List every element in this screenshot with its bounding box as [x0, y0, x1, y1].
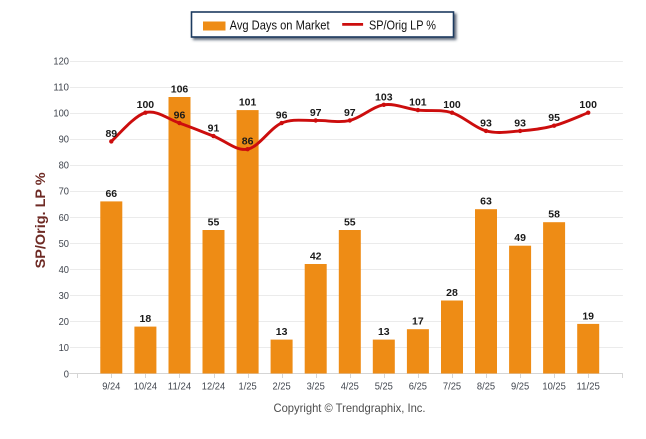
svg-text:4/25: 4/25 [341, 380, 359, 392]
svg-text:9/24: 9/24 [102, 380, 120, 392]
svg-text:1/25: 1/25 [239, 380, 257, 392]
svg-text:13: 13 [276, 326, 288, 338]
svg-text:103: 103 [375, 91, 393, 103]
svg-text:100: 100 [53, 108, 69, 120]
svg-text:20: 20 [59, 316, 70, 328]
svg-text:28: 28 [446, 287, 458, 299]
svg-text:90: 90 [59, 134, 70, 146]
svg-text:18: 18 [140, 313, 152, 325]
svg-text:Copyright © Trendgraphix, Inc.: Copyright © Trendgraphix, Inc. [274, 401, 426, 415]
svg-text:3/25: 3/25 [307, 380, 325, 392]
svg-text:11/24: 11/24 [168, 380, 192, 392]
svg-text:9/25: 9/25 [511, 380, 529, 392]
svg-text:97: 97 [344, 107, 356, 119]
svg-text:100: 100 [443, 99, 461, 111]
svg-text:96: 96 [276, 110, 288, 122]
svg-text:93: 93 [480, 117, 492, 129]
svg-text:49: 49 [514, 232, 526, 244]
svg-text:SP/Orig. LP %: SP/Orig. LP % [32, 172, 48, 269]
svg-text:80: 80 [59, 160, 70, 172]
svg-text:60: 60 [59, 212, 70, 224]
svg-text:101: 101 [409, 97, 427, 109]
svg-text:13: 13 [378, 326, 390, 338]
svg-text:10: 10 [59, 342, 70, 354]
svg-text:50: 50 [59, 238, 70, 250]
svg-text:58: 58 [548, 209, 560, 221]
svg-text:SP/Orig LP %: SP/Orig LP % [369, 17, 436, 32]
svg-text:96: 96 [174, 110, 186, 122]
svg-text:63: 63 [480, 196, 492, 208]
svg-text:5/25: 5/25 [375, 380, 393, 392]
svg-text:19: 19 [582, 310, 594, 322]
svg-text:0: 0 [64, 368, 69, 380]
svg-text:101: 101 [239, 97, 257, 109]
svg-text:40: 40 [59, 264, 70, 276]
svg-text:100: 100 [579, 99, 597, 111]
svg-text:6/25: 6/25 [409, 380, 427, 392]
svg-text:100: 100 [137, 99, 155, 111]
svg-text:8/25: 8/25 [477, 380, 495, 392]
svg-text:70: 70 [59, 186, 70, 198]
svg-text:10/25: 10/25 [542, 380, 566, 392]
svg-text:55: 55 [344, 217, 356, 229]
svg-text:12/24: 12/24 [202, 380, 226, 392]
svg-text:91: 91 [208, 123, 220, 135]
svg-text:2/25: 2/25 [273, 380, 291, 392]
svg-text:Avg Days on Market: Avg Days on Market [230, 17, 330, 32]
svg-text:30: 30 [59, 290, 70, 302]
svg-text:55: 55 [208, 217, 220, 229]
svg-text:93: 93 [514, 117, 526, 129]
svg-text:66: 66 [105, 188, 117, 200]
svg-text:106: 106 [171, 84, 189, 96]
svg-text:10/24: 10/24 [134, 380, 158, 392]
svg-text:86: 86 [242, 136, 254, 148]
svg-text:120: 120 [53, 55, 69, 67]
svg-text:97: 97 [310, 107, 322, 119]
svg-text:42: 42 [310, 251, 322, 263]
svg-text:95: 95 [548, 112, 560, 124]
svg-text:11/25: 11/25 [577, 380, 601, 392]
svg-text:89: 89 [105, 128, 117, 140]
svg-text:17: 17 [412, 316, 424, 328]
svg-text:110: 110 [53, 81, 69, 93]
svg-text:7/25: 7/25 [443, 380, 461, 392]
